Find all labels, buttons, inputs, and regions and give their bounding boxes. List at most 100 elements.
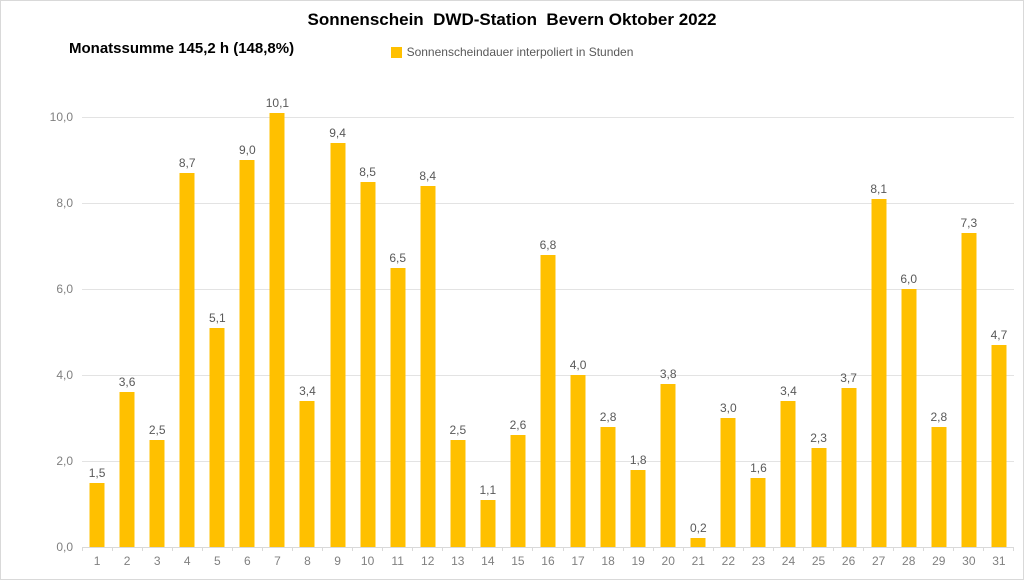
x-tick-label: 19 <box>631 554 645 568</box>
bar-column: 3,6 <box>112 117 142 547</box>
bar-day-12: 8,4 <box>419 169 436 547</box>
bar-value-label: 8,4 <box>419 168 437 183</box>
bar-column: 2,6 <box>503 117 533 547</box>
x-tick <box>533 547 564 551</box>
bar-day-4: 8,7 <box>179 156 196 547</box>
bar-day-28: 6,0 <box>900 272 917 547</box>
bar-column: 0,2 <box>683 117 713 547</box>
x-tick <box>804 547 834 551</box>
bar-column: 2,8 <box>593 117 623 547</box>
bar-column: 8,4 <box>413 117 443 547</box>
bar-column: 1,1 <box>473 117 503 547</box>
x-tick <box>143 547 174 551</box>
bar-column: 7,3 <box>954 117 984 547</box>
x-tick-label: 4 <box>183 554 191 568</box>
bar-value-label: 1,6 <box>750 461 767 476</box>
bar-day-18: 2,8 <box>600 410 616 547</box>
bar-column: 6,5 <box>383 117 413 547</box>
bar-value-label: 6,8 <box>539 237 557 252</box>
chart-title: Sonnenschein DWD-Station Bevern Oktober … <box>307 10 717 29</box>
x-tick-label: 9 <box>334 554 341 568</box>
bar-day-13: 2,5 <box>449 423 466 547</box>
x-tick-label: 17 <box>571 554 585 568</box>
bar-day-22: 3,0 <box>720 401 737 547</box>
bar-value-label: 3,4 <box>780 383 797 398</box>
x-tick-label: 21 <box>691 554 705 568</box>
bar-column: 6,0 <box>894 117 924 547</box>
bar-day-3: 2,5 <box>149 423 166 547</box>
bar-column: 3,4 <box>292 117 322 547</box>
x-tick-label: 5 <box>213 554 221 568</box>
x-tick <box>203 547 234 551</box>
bar-value-label: 9,4 <box>329 125 346 140</box>
bar-day-25: 2,3 <box>810 431 827 547</box>
bar-column: 10,1 <box>262 96 292 547</box>
bar-column: 1,6 <box>743 117 773 547</box>
x-tick <box>564 547 594 551</box>
y-tick-label: 4,0 <box>56 368 73 382</box>
bar-column: 3,0 <box>713 117 743 547</box>
x-tick <box>263 547 294 551</box>
bar-day-27: 8,1 <box>870 182 887 547</box>
bar-value-label: 4,0 <box>569 358 587 372</box>
y-tick-label: 10,0 <box>49 110 73 124</box>
bar-day-23: 1,6 <box>750 461 767 547</box>
x-tick <box>714 547 744 551</box>
bar-column: 5,1 <box>202 117 232 547</box>
y-tick-label: 8,0 <box>56 196 73 210</box>
bar-value-label: 1,8 <box>629 452 647 467</box>
bar-day-30: 7,3 <box>961 216 977 547</box>
bar-column: 1,5 <box>82 117 112 547</box>
x-tick-label: 27 <box>871 554 886 568</box>
legend-series-label: Sonnenscheindauer interpoliert in Stunde… <box>406 45 634 59</box>
x-tick <box>744 547 774 551</box>
bar-day-11: 6,5 <box>389 251 406 547</box>
bar-day-17: 4,0 <box>570 358 586 547</box>
x-tick-label: 10 <box>360 554 375 568</box>
x-tick-label: 20 <box>661 554 675 568</box>
bar-day-26: 3,7 <box>840 371 857 547</box>
bar-day-19: 1,8 <box>630 453 647 547</box>
x-tick <box>654 547 684 551</box>
x-tick-label: 26 <box>841 554 856 568</box>
x-tick-label: 29 <box>932 554 946 568</box>
bar-column: 2,5 <box>142 117 172 547</box>
x-tick <box>113 547 144 551</box>
bar-day-15: 2,6 <box>510 418 526 547</box>
bar-day-16: 6,8 <box>540 238 556 547</box>
x-tick <box>894 547 924 551</box>
x-tick-label: 31 <box>992 554 1006 568</box>
x-tick <box>834 547 864 551</box>
x-tick <box>503 547 534 551</box>
bar-value-label: 0,2 <box>689 521 707 536</box>
y-tick-label: 6,0 <box>56 282 73 296</box>
x-tick-label: 25 <box>811 554 826 568</box>
x-tick <box>684 547 714 551</box>
bar-value-label: 7,3 <box>960 216 978 231</box>
y-tick-label: 0,0 <box>56 540 73 554</box>
bar-value-label: 2,8 <box>599 409 617 424</box>
x-tick-label: 6 <box>244 554 251 568</box>
bar-column: 8,5 <box>353 117 383 547</box>
bar-column: 9,4 <box>323 117 353 547</box>
bar-column: 2,3 <box>804 117 834 547</box>
bar-value-label: 2,3 <box>810 431 827 446</box>
x-tick-label: 3 <box>153 554 161 568</box>
bar-column: 4,0 <box>563 117 593 547</box>
x-tick-label: 13 <box>451 554 465 568</box>
x-tick <box>954 547 984 551</box>
x-tick-label: 16 <box>541 554 555 568</box>
plot-area: 1,5 3,6 2,5 8,7 5,1 9,0 10,1 3,4 9,4 8,5 6,5 8,4 2,5… <box>82 96 1014 548</box>
bar-value-label: 8,1 <box>870 181 887 196</box>
x-tick-label: 1 <box>93 554 101 568</box>
bar-column: 8,7 <box>172 117 202 547</box>
x-tick-label: 22 <box>721 554 736 568</box>
bar-value-label: 2,5 <box>449 422 467 437</box>
bar-day-29: 2,8 <box>930 410 947 547</box>
bar-column: 2,8 <box>924 117 954 547</box>
bars: 1,5 3,6 2,5 8,7 5,1 9,0 10,1 3,4 9,4 8,5 6,5 8,4 2,5… <box>82 96 1014 547</box>
bar-day-10: 8,5 <box>359 165 376 547</box>
x-axis-ticks <box>82 547 1014 551</box>
bar-day-7: 10,1 <box>266 96 289 547</box>
